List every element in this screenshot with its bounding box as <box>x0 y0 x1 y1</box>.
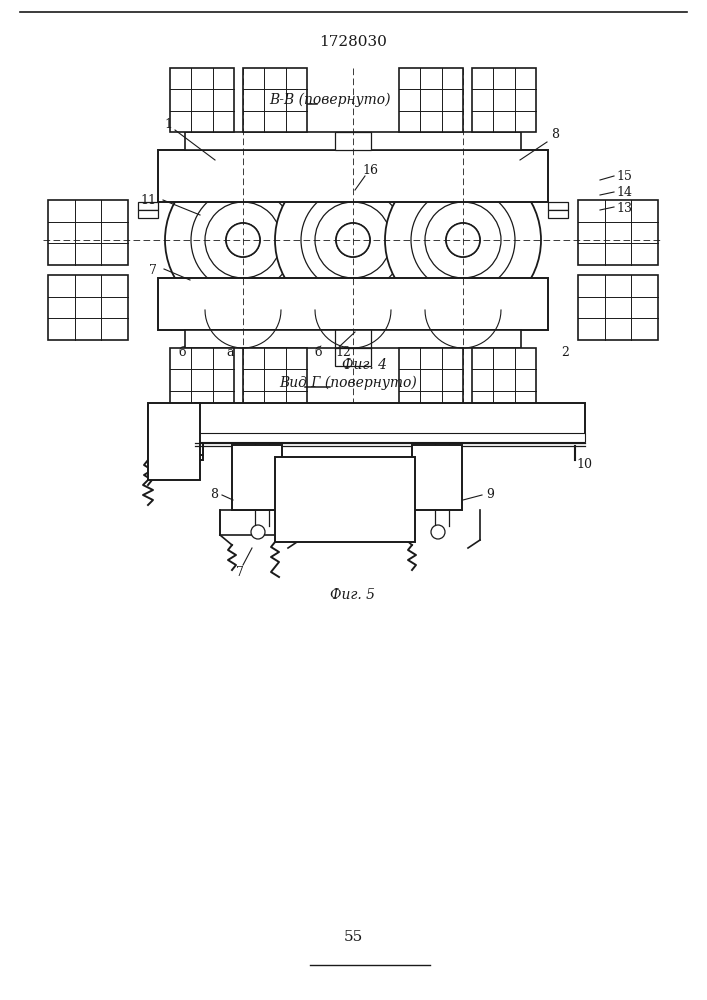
Circle shape <box>336 223 370 257</box>
Circle shape <box>431 525 445 539</box>
Bar <box>170 68 234 132</box>
Circle shape <box>226 223 260 257</box>
Bar <box>48 200 128 265</box>
Text: б: б <box>178 346 186 359</box>
Circle shape <box>251 471 265 485</box>
Bar <box>243 68 307 132</box>
Circle shape <box>411 188 515 292</box>
Circle shape <box>315 202 391 278</box>
Circle shape <box>251 525 265 539</box>
Text: 8: 8 <box>551 128 559 141</box>
Circle shape <box>431 471 445 485</box>
Bar <box>243 348 307 412</box>
Bar <box>158 278 548 330</box>
Circle shape <box>301 188 405 292</box>
Circle shape <box>165 162 321 318</box>
Bar <box>472 348 536 412</box>
Polygon shape <box>220 510 300 535</box>
Bar <box>578 275 658 340</box>
Bar <box>195 433 585 442</box>
Text: 7: 7 <box>236 566 244 578</box>
Bar <box>275 457 415 542</box>
Bar <box>148 403 200 480</box>
Text: 1: 1 <box>164 118 172 131</box>
Bar <box>472 68 536 132</box>
Bar <box>148 405 203 455</box>
Bar <box>431 462 453 472</box>
Bar <box>335 132 371 150</box>
Bar <box>138 210 158 218</box>
Text: 16: 16 <box>362 163 378 176</box>
Text: 11: 11 <box>140 194 156 207</box>
Bar <box>170 348 234 412</box>
Text: Вид Г (повернуто): Вид Г (повернуто) <box>279 376 417 390</box>
Bar <box>48 275 128 340</box>
Circle shape <box>226 223 260 257</box>
Text: 9: 9 <box>486 488 494 502</box>
Circle shape <box>336 223 370 257</box>
Circle shape <box>446 223 480 257</box>
Circle shape <box>446 223 480 257</box>
Text: Фиг. 4: Фиг. 4 <box>342 358 387 372</box>
Text: 55: 55 <box>344 930 363 944</box>
Bar <box>335 348 371 366</box>
Circle shape <box>191 188 295 292</box>
Text: В-В (повернуто): В-В (повернуто) <box>269 93 391 107</box>
Bar <box>548 202 568 210</box>
Bar <box>158 150 548 202</box>
Bar <box>138 202 158 210</box>
Text: 8: 8 <box>210 488 218 502</box>
Bar <box>548 210 568 218</box>
Bar <box>399 68 463 132</box>
Circle shape <box>275 162 431 318</box>
Bar <box>185 330 521 348</box>
Text: 15: 15 <box>616 169 632 182</box>
Bar <box>232 445 282 510</box>
Bar <box>185 132 521 150</box>
Bar <box>148 405 203 460</box>
Text: 12: 12 <box>335 346 351 359</box>
Text: б: б <box>314 346 322 359</box>
Circle shape <box>425 202 501 278</box>
Bar <box>578 200 658 265</box>
Bar <box>195 403 585 435</box>
Text: 2: 2 <box>561 346 569 359</box>
Text: а: а <box>226 346 234 359</box>
Bar <box>412 445 462 510</box>
Circle shape <box>385 162 541 318</box>
Text: Фиг. 5: Фиг. 5 <box>330 588 375 602</box>
Bar <box>399 348 463 412</box>
Text: 1728030: 1728030 <box>319 35 387 49</box>
Text: 10: 10 <box>576 458 592 472</box>
Circle shape <box>205 202 281 278</box>
Bar <box>251 462 273 472</box>
Text: 14: 14 <box>616 186 632 198</box>
Text: 13: 13 <box>616 202 632 215</box>
Text: 7: 7 <box>149 263 157 276</box>
